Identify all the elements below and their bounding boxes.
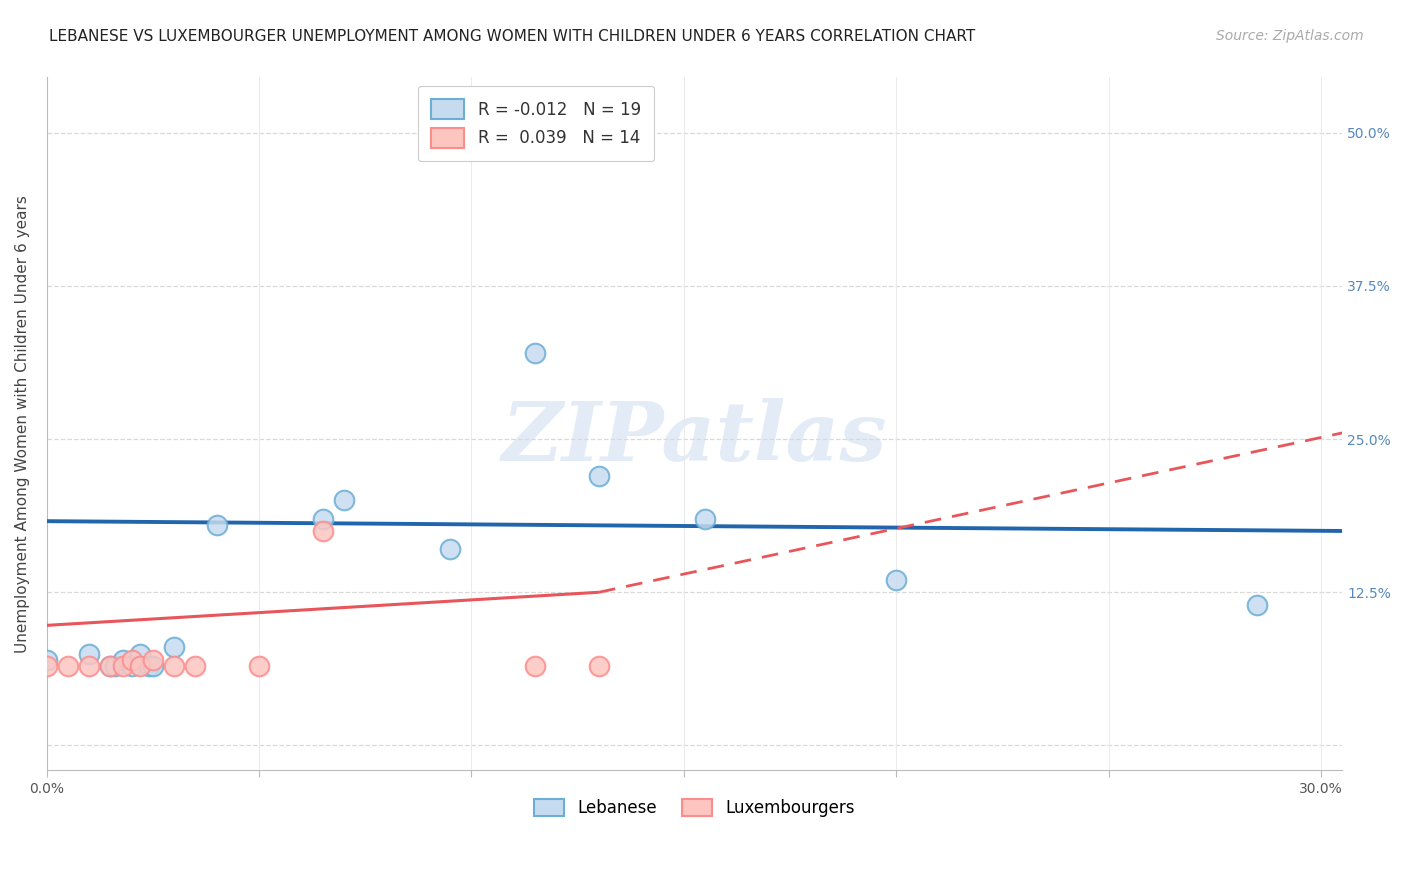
Point: [142, 653, 165, 667]
Point: [77, 658, 100, 673]
Point: [439, 542, 461, 557]
Point: [35, 653, 58, 667]
Point: [588, 658, 610, 673]
Point: [100, 658, 122, 673]
Point: [588, 468, 610, 483]
Legend: Lebanese, Luxembourgers: Lebanese, Luxembourgers: [527, 792, 862, 824]
Point: [77, 647, 100, 661]
Point: [1246, 598, 1268, 612]
Point: [524, 658, 547, 673]
Point: [112, 653, 135, 667]
Point: [100, 658, 122, 673]
Point: [312, 524, 335, 538]
Point: [163, 658, 186, 673]
Point: [121, 653, 143, 667]
Point: [205, 517, 228, 532]
Point: [142, 658, 165, 673]
Y-axis label: Unemployment Among Women with Children Under 6 years: Unemployment Among Women with Children U…: [15, 194, 30, 653]
Point: [163, 640, 186, 655]
Text: Source: ZipAtlas.com: Source: ZipAtlas.com: [1216, 29, 1364, 43]
Point: [184, 658, 207, 673]
Point: [138, 658, 160, 673]
Text: LEBANESE VS LUXEMBOURGER UNEMPLOYMENT AMONG WOMEN WITH CHILDREN UNDER 6 YEARS CO: LEBANESE VS LUXEMBOURGER UNEMPLOYMENT AM…: [49, 29, 976, 44]
Point: [129, 647, 152, 661]
Point: [693, 512, 716, 526]
Text: ZIPatlas: ZIPatlas: [502, 398, 887, 477]
Point: [121, 658, 143, 673]
Point: [129, 658, 152, 673]
Point: [112, 658, 135, 673]
Point: [56, 658, 79, 673]
Point: [312, 512, 335, 526]
Point: [333, 493, 356, 508]
Point: [35, 658, 58, 673]
Point: [104, 658, 127, 673]
Point: [524, 346, 547, 360]
Point: [884, 573, 907, 587]
Point: [247, 658, 270, 673]
